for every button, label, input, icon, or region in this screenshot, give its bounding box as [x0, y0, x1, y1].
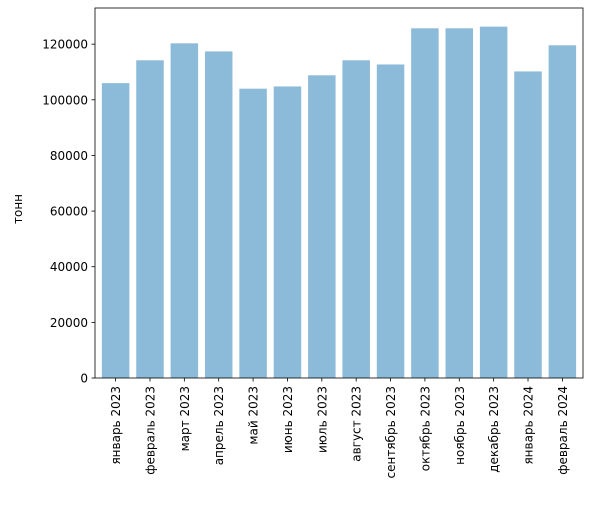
bar-13: [514, 71, 542, 378]
bar-10: [411, 28, 439, 379]
x-tick-label: февраль 2023: [143, 386, 157, 475]
y-tick-label: 20000: [50, 316, 88, 330]
x-tick-label: апрель 2023: [212, 386, 226, 465]
bar-12: [479, 26, 508, 378]
y-tick-label: 0: [80, 372, 88, 386]
y-tick-label: 40000: [50, 260, 88, 274]
x-tick-label: ноябрь 2023: [453, 386, 467, 465]
bar-3: [170, 43, 199, 379]
x-tick-label: август 2023: [350, 386, 364, 462]
x-tick-label: октябрь 2023: [418, 386, 432, 471]
bar-7: [308, 75, 336, 379]
y-tick-label: 80000: [50, 149, 88, 163]
x-tick-label: декабрь 2023: [487, 386, 501, 473]
plot-area: 0 20000 40000 60000 80000 100000 120000 январь …: [42, 7, 584, 478]
x-tick-label: сентябрь 2023: [384, 386, 398, 478]
y-tick-label: 60000: [50, 205, 88, 219]
y-tick-label: 100000: [42, 93, 88, 107]
x-tick-label: февраль 2024: [556, 386, 570, 475]
y-tick-label: 120000: [42, 38, 88, 52]
x-tick-label: июль 2023: [315, 386, 329, 453]
bar-14: [548, 45, 577, 378]
bar-1: [101, 83, 130, 378]
x-tick-label: июнь 2023: [281, 386, 295, 453]
bar-5: [239, 88, 267, 378]
bar-11: [445, 28, 474, 379]
x-tick-label: январь 2024: [522, 386, 536, 465]
bar-4: [204, 51, 233, 378]
x-tick-label: январь 2023: [109, 386, 123, 465]
bar-6: [273, 86, 302, 379]
x-tick-label: март 2023: [178, 386, 192, 451]
bar-9: [376, 64, 405, 378]
axes-frame: [94, 7, 584, 379]
bar-2: [136, 60, 164, 378]
y-axis-label: тонн: [11, 194, 25, 224]
x-tick-label: май 2023: [247, 386, 261, 445]
bar-8: [342, 60, 370, 378]
